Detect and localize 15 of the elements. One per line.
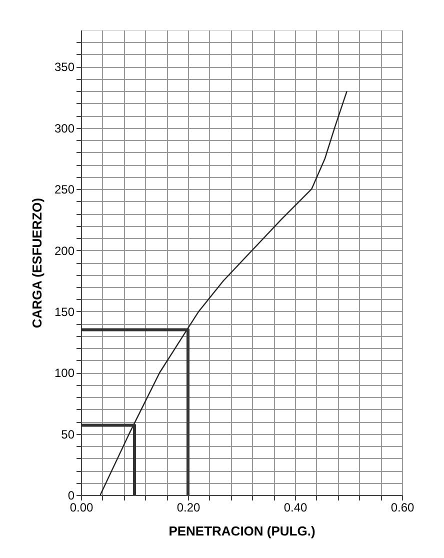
line-series bbox=[100, 90, 348, 496]
x-tick-label: 0.60 bbox=[390, 500, 414, 514]
x-axis-title: PENETRACION (PULG.) bbox=[168, 524, 316, 538]
y-tick-label: 300 bbox=[54, 121, 75, 136]
y-tick-label: 250 bbox=[54, 182, 75, 197]
y-axis-title: CARGA (ESFUERZO) bbox=[29, 198, 44, 328]
y-tick-label: 150 bbox=[54, 304, 75, 319]
y-tick-label: 200 bbox=[54, 244, 75, 258]
y-tick-label: 0 bbox=[68, 488, 75, 502]
x-tick-label: 0.40 bbox=[284, 500, 308, 514]
y-tick-label: 350 bbox=[54, 60, 75, 74]
x-tick-label: 0.00 bbox=[70, 500, 94, 514]
y-tick-label: 50 bbox=[61, 427, 75, 442]
y-tick-label: 100 bbox=[54, 366, 75, 380]
x-tick-label: 0.20 bbox=[176, 500, 200, 514]
